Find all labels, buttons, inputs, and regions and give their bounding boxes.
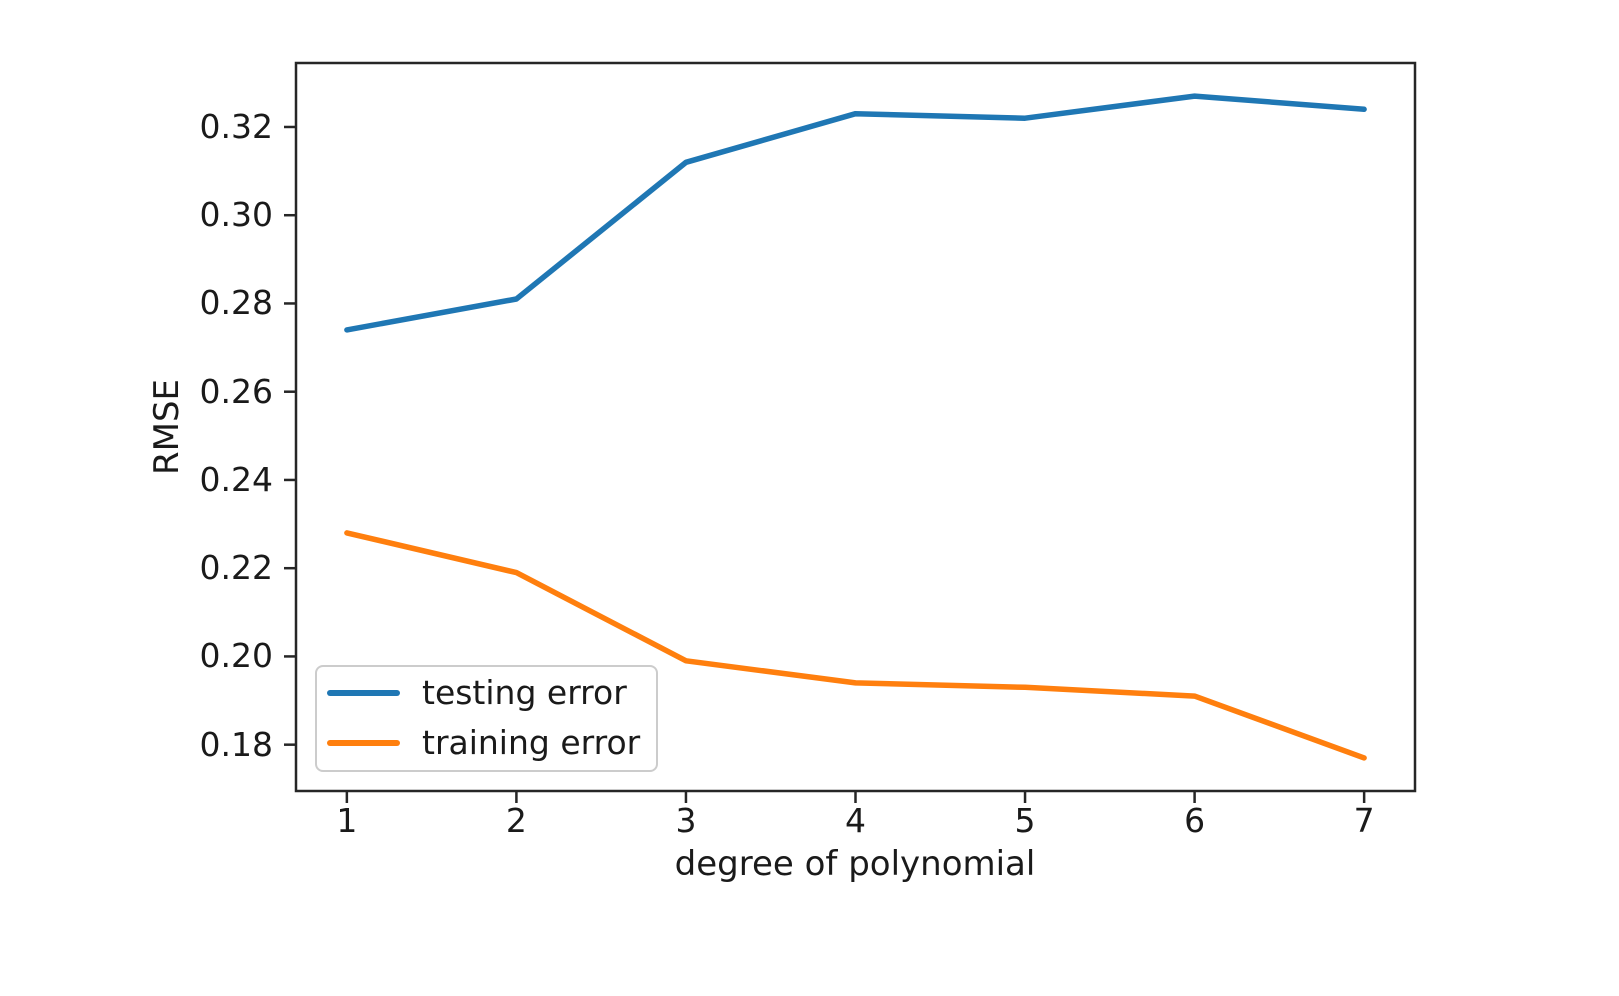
x-axis-label: degree of polynomial xyxy=(674,844,1036,884)
legend-entry: training error xyxy=(327,718,656,768)
x-tick-label: 1 xyxy=(336,801,358,840)
legend-entry: testing error xyxy=(327,668,656,718)
legend-label: testing error xyxy=(422,673,627,712)
legend-label: training error xyxy=(422,723,641,762)
y-axis-label: RMSE xyxy=(147,378,187,476)
y-tick-label: 0.24 xyxy=(199,459,273,499)
y-tick-label: 0.22 xyxy=(199,548,273,588)
y-tick-label: 0.28 xyxy=(199,283,273,323)
x-tick-label: 6 xyxy=(1184,801,1206,840)
y-tick-label: 0.30 xyxy=(199,195,273,235)
series-line-training-error xyxy=(344,530,1367,761)
legend-line-swatch-training-error xyxy=(327,740,400,746)
legend-line-swatch-testing-error xyxy=(327,690,400,696)
y-tick-label: 0.18 xyxy=(199,724,273,764)
x-tick-label: 3 xyxy=(675,801,697,840)
x-tick-label: 7 xyxy=(1353,801,1375,840)
y-tick-label: 0.32 xyxy=(199,106,273,146)
x-tick-label: 4 xyxy=(845,801,866,840)
y-tick-label: 0.26 xyxy=(199,371,273,411)
x-tick-label: 5 xyxy=(1014,801,1036,840)
y-tick-label: 0.20 xyxy=(199,636,273,676)
x-tick-label: 2 xyxy=(505,801,527,840)
legend: testing error training error xyxy=(315,665,658,772)
series-line-testing-error xyxy=(344,93,1367,333)
